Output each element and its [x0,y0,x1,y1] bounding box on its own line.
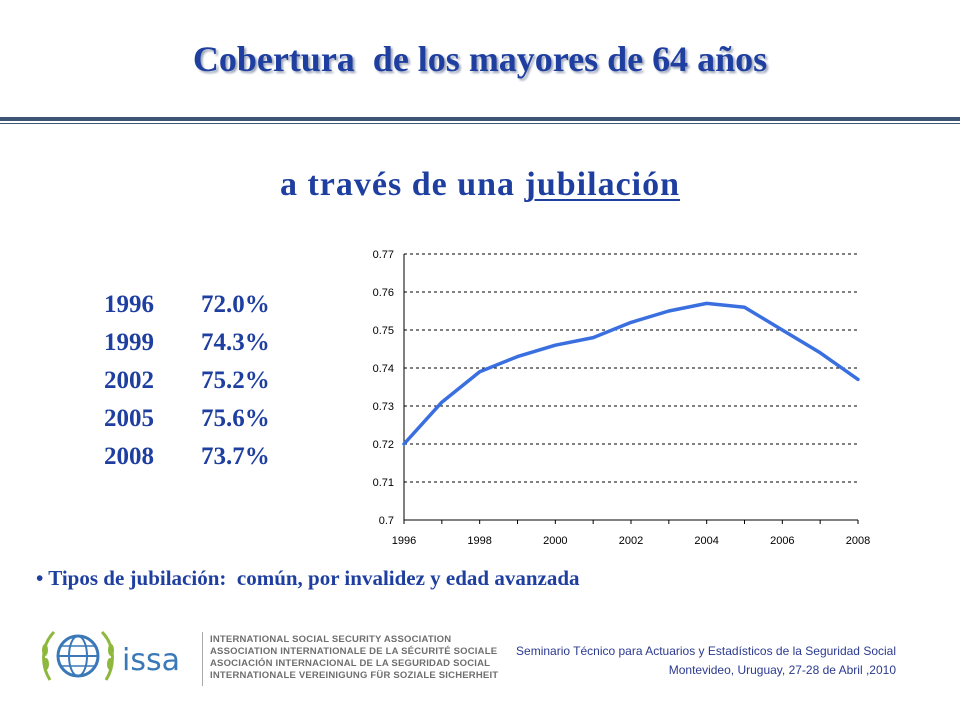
x-tick-label: 2006 [770,535,794,547]
x-tick-label: 2002 [619,535,643,547]
x-tick-label: 2000 [543,535,567,547]
coverage-series-line [402,301,860,446]
table-row: 2002 75.2% [104,362,270,400]
table-row: 2008 73.7% [104,438,270,476]
coverage-line-chart: 0.7 0.71 0.72 0.73 0.74 0.75 0.76 0.77 1996 1998 2… [373,249,871,547]
value-cell: 75.2% [201,367,270,394]
event-info: Seminario Técnico para Actuarios y Estad… [516,642,896,680]
slide-title: Cobertura de los mayores de 64 años [192,39,768,79]
value-cell: 75.6% [201,405,270,432]
slide-subtitle: a través de una jubilación [0,166,960,204]
year-cell: 2008 [104,443,154,470]
y-tick-label: 0.77 [373,249,394,261]
org-name-es: ASOCIACIÓN INTERNACIONAL DE LA SEGURIDAD… [210,658,491,669]
y-tick-label: 0.7 [379,515,394,527]
issa-logo: issa [42,630,180,681]
x-tick-label: 1996 [392,535,416,547]
year-cell: 1996 [104,291,154,318]
y-tick-label: 0.76 [373,287,394,299]
year-cell: 1999 [104,329,154,356]
year-cell: 2002 [104,367,154,394]
year-cell: 2005 [104,405,154,432]
subtitle-underlined: jubilación [524,166,681,203]
value-cell: 74.3% [201,329,270,356]
event-location-date: Montevideo, Uruguay, 27-28 de Abril ,201… [668,663,896,677]
y-tick-label: 0.75 [373,325,394,337]
y-tick-label: 0.71 [373,477,394,489]
laurel-icon [42,630,114,681]
x-tick-label: 2008 [846,535,870,547]
value-cell: 72.0% [201,291,270,318]
x-tick-label: 1998 [467,535,491,547]
table-row: 1999 74.3% [104,324,270,362]
org-name-fr: ASSOCIATION INTERNATIONALE DE LA SÉCURIT… [210,646,498,657]
coverage-table: 1996 72.0% 1999 74.3% 2002 75.2% 2005 75.6% … [104,286,270,476]
org-name-de: INTERNATIONALE VEREINIGUNG FÜR SOZIALE S… [210,670,499,681]
y-tick-label: 0.72 [373,439,394,451]
pension-types-bullet: • Tipos de jubilación: común, por invali… [36,566,580,590]
issa-wordmark: issa [122,643,180,678]
x-tick-label: 2004 [694,535,718,547]
issa-org-names: INTERNATIONAL SOCIAL SECURITY ASSOCIATIO… [210,634,498,682]
title-divider-thin [0,123,960,124]
title-divider [0,117,960,121]
subtitle-prefix: a través de una [279,166,525,203]
table-row: 1996 72.0% [104,286,270,324]
org-name-en: INTERNATIONAL SOCIAL SECURITY ASSOCIATIO… [210,634,452,645]
footer-divider [202,632,203,686]
value-cell: 73.7% [201,443,270,470]
y-tick-label: 0.73 [373,401,394,413]
globe-icon [56,634,100,678]
table-row: 2005 75.6% [104,400,270,438]
event-title: Seminario Técnico para Actuarios y Estad… [516,644,896,658]
y-tick-label: 0.74 [373,363,394,375]
